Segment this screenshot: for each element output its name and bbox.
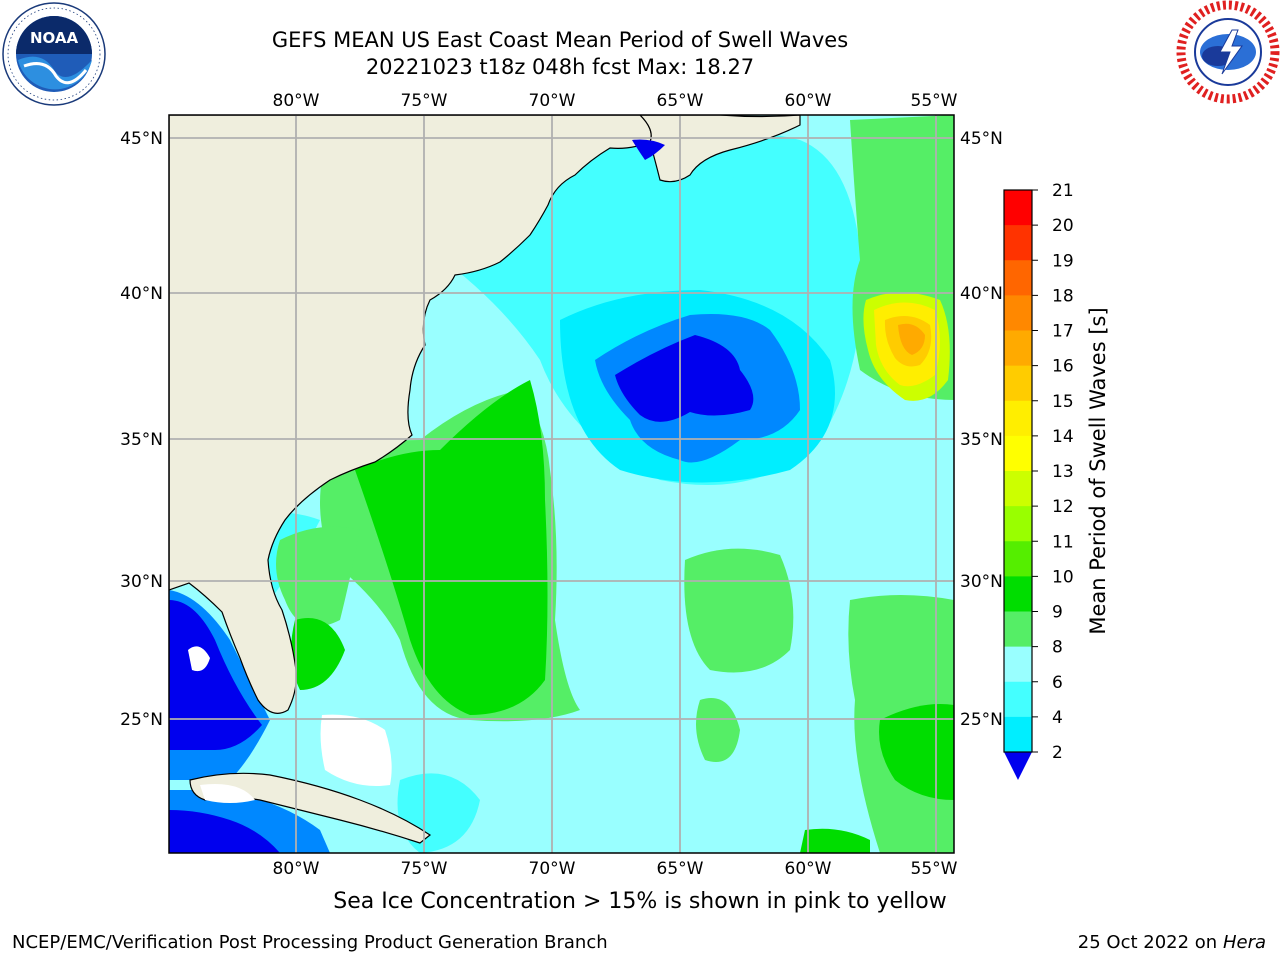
lat-tick-right: 45°N xyxy=(960,129,1003,149)
colorbar-tick-label: 20 xyxy=(1052,216,1074,236)
colorbar-segment xyxy=(1004,225,1032,261)
colorbar-segment xyxy=(1004,295,1032,331)
field-region-caribbean-darkblue xyxy=(169,810,280,853)
lon-tick-bottom: 70°W xyxy=(529,859,576,879)
colorbar-tick-label: 11 xyxy=(1052,532,1074,552)
colorbar-segment xyxy=(1004,365,1032,402)
field-region-orange xyxy=(898,323,925,355)
colorbar-tick-label: 17 xyxy=(1052,322,1074,342)
map-field xyxy=(169,115,954,853)
colorbar-segment xyxy=(1004,260,1032,296)
lon-tick-top: 75°W xyxy=(401,91,448,111)
colorbar-tick-label: 19 xyxy=(1052,251,1074,271)
noaa-logo-icon: NOAA xyxy=(2,2,106,106)
colorbar xyxy=(1004,190,1032,753)
colorbar-tick-label: 10 xyxy=(1052,567,1074,587)
colorbar-tick-label: 15 xyxy=(1052,392,1074,412)
lon-tick-bottom: 75°W xyxy=(401,859,448,879)
field-region-darkblue xyxy=(615,335,754,422)
lat-tick-left: 40°N xyxy=(120,284,163,304)
colorbar-segment xyxy=(1004,400,1032,437)
field-region-fundy xyxy=(632,139,665,160)
field-region-bahamas-missing xyxy=(320,714,392,786)
colorbar-tick-label: 16 xyxy=(1052,357,1074,377)
lon-tick-top: 60°W xyxy=(785,91,832,111)
colorbar-tick-label: 21 xyxy=(1052,181,1074,201)
colorbar-ticks: 21 20 19 18 17 16 15 14 13 12 11 10 9 8 6 4 2 xyxy=(1032,181,1074,763)
field-region-gulf-darkblue xyxy=(169,600,262,750)
colorbar-segment xyxy=(1004,506,1032,542)
lat-tick-right: 40°N xyxy=(960,284,1003,304)
date-text: 25 Oct 2022 on xyxy=(1077,932,1223,953)
lon-tick-top: 65°W xyxy=(657,91,704,111)
colorbar-tick-label: 9 xyxy=(1052,603,1063,623)
colorbar-under-triangle xyxy=(1004,752,1032,780)
credit-text: NCEP/EMC/Verification Post Processing Pr… xyxy=(12,932,608,953)
colorbar-segment xyxy=(1004,435,1032,472)
sea-ice-note: Sea Ice Concentration > 15% is shown in … xyxy=(333,889,947,914)
chart-title: GEFS MEAN US East Coast Mean Period of S… xyxy=(271,28,849,52)
colorbar-segment xyxy=(1004,716,1032,753)
noaa-logo-text: NOAA xyxy=(30,29,79,47)
field-region-brightgreen-bottom xyxy=(800,828,870,853)
lat-tick-left: 45°N xyxy=(120,129,163,149)
lon-tick-bottom: 80°W xyxy=(273,859,320,879)
lon-tick-bottom: 65°W xyxy=(657,859,704,879)
lat-tick-right: 30°N xyxy=(960,572,1003,592)
field-region-brightgreen-main xyxy=(355,380,548,715)
field-region-green-central xyxy=(684,548,794,673)
colorbar-segment xyxy=(1004,190,1032,226)
colorbar-segment xyxy=(1004,471,1032,507)
colorbar-tick-label: 4 xyxy=(1052,708,1063,728)
colorbar-segment xyxy=(1004,541,1032,577)
colorbar-segment xyxy=(1004,576,1032,612)
lon-tick-bottom: 55°W xyxy=(911,859,958,879)
lon-tick-top: 80°W xyxy=(273,91,320,111)
colorbar-segment xyxy=(1004,681,1032,718)
field-region-green-coast xyxy=(276,526,360,627)
colorbar-tick-label: 14 xyxy=(1052,427,1074,447)
colorbar-segment xyxy=(1004,611,1032,648)
colorbar-tick-label: 8 xyxy=(1052,638,1063,658)
lon-tick-top: 55°W xyxy=(911,91,958,111)
colorbar-tick-label: 18 xyxy=(1052,286,1074,306)
lat-tick-left: 30°N xyxy=(120,572,163,592)
colorbar-tick-label: 13 xyxy=(1052,462,1074,482)
colorbar-segment xyxy=(1004,646,1032,683)
nws-logo-icon xyxy=(1176,0,1280,104)
lon-tick-top: 70°W xyxy=(529,91,576,111)
field-region-brightgreen-coast xyxy=(291,618,345,690)
date-stamp: 25 Oct 2022 on Hera xyxy=(1078,932,1266,953)
field-region-cuba-missing xyxy=(200,784,255,803)
chart-subtitle: 20221023 t18z 048h fcst Max: 18.27 xyxy=(365,55,755,79)
lat-tick-right: 25°N xyxy=(960,710,1003,730)
map-gridlines xyxy=(169,115,954,853)
host-name: Hera xyxy=(1222,932,1266,953)
colorbar-tick-label: 6 xyxy=(1052,673,1063,693)
map-frame xyxy=(168,114,955,854)
lon-tick-bottom: 60°W xyxy=(785,859,832,879)
lat-tick-left: 35°N xyxy=(120,430,163,450)
field-region-gulf-missing xyxy=(188,646,210,672)
land-north-america xyxy=(169,115,652,714)
field-region-green-patch xyxy=(696,698,740,762)
colorbar-label: Mean Period of Swell Waves [s] xyxy=(1086,307,1110,634)
colorbar-tick-label: 12 xyxy=(1052,497,1074,517)
lat-tick-left: 25°N xyxy=(120,710,163,730)
colorbar-tick-label: 2 xyxy=(1052,743,1063,763)
lat-tick-right: 35°N xyxy=(960,430,1003,450)
colorbar-segment xyxy=(1004,330,1032,367)
